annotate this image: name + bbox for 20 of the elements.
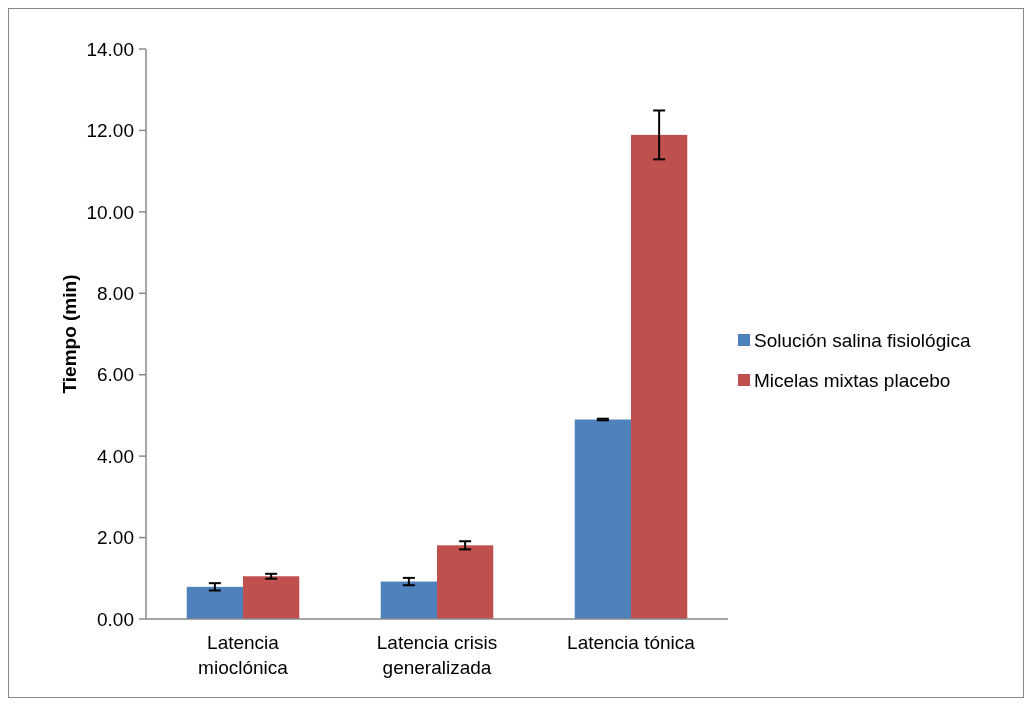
bar <box>380 581 437 619</box>
bar <box>574 419 631 619</box>
y-tick-label: 10.00 <box>86 201 134 223</box>
bar <box>186 586 243 619</box>
bar <box>631 134 688 619</box>
bar <box>437 545 494 619</box>
x-tick-label: Latencia mioclónica <box>198 632 289 678</box>
y-tick-label: 0.00 <box>97 608 134 630</box>
y-tick-label: 2.00 <box>97 527 134 549</box>
y-tick-label: 8.00 <box>97 282 134 304</box>
x-tick-label: Latencia tónica <box>567 632 696 653</box>
bar <box>243 576 300 619</box>
x-tick-label: Latencia crisis generalizada <box>376 632 498 678</box>
y-tick-label: 14.00 <box>86 38 134 60</box>
y-tick-label: 4.00 <box>97 445 134 467</box>
legend-label: Micelas mixtas placebo <box>754 369 951 391</box>
y-tick-label: 12.00 <box>86 120 134 142</box>
y-tick-label: 6.00 <box>97 364 134 386</box>
legend-label: Solución salina fisiológica <box>754 329 971 351</box>
y-axis-title: Tiempo (min) <box>59 274 80 394</box>
